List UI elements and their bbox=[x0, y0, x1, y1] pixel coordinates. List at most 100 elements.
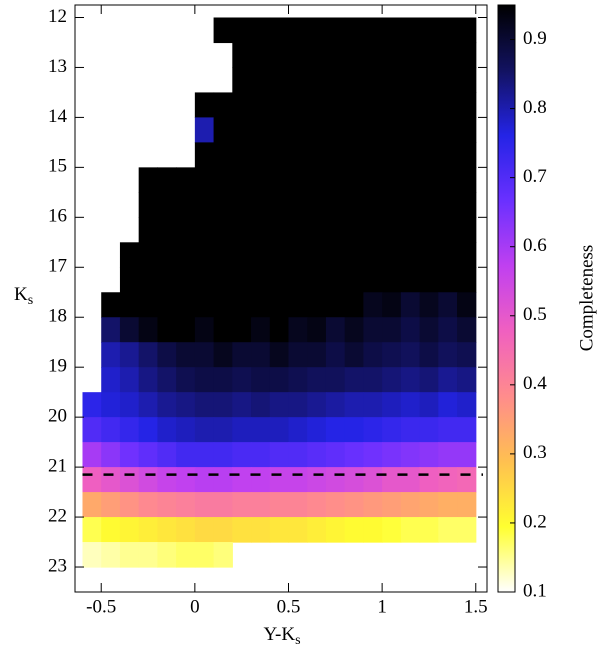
cell bbox=[382, 367, 402, 393]
cell bbox=[438, 67, 458, 94]
cell bbox=[363, 342, 383, 368]
cell bbox=[288, 442, 308, 468]
cell bbox=[82, 417, 102, 443]
cell bbox=[176, 217, 196, 243]
cell bbox=[382, 467, 402, 493]
cell bbox=[138, 517, 158, 543]
x-tick-label: 1 bbox=[377, 596, 387, 617]
cell bbox=[232, 42, 252, 69]
cell bbox=[251, 17, 271, 44]
colorbar-tick-label: 0.8 bbox=[523, 97, 547, 118]
cell bbox=[176, 342, 196, 368]
axes: -0.5 0 0.5 1 1.5 12 13 14 15 16 17 18 19 20 21 22 23 0.1 0… bbox=[48, 4, 547, 617]
cell bbox=[382, 167, 402, 193]
cell bbox=[232, 67, 252, 94]
cell bbox=[82, 392, 102, 418]
cell bbox=[288, 142, 308, 168]
cell bbox=[400, 142, 421, 168]
cell bbox=[307, 467, 327, 493]
cell bbox=[269, 367, 290, 393]
cell bbox=[251, 442, 271, 468]
cell bbox=[288, 392, 308, 418]
cell bbox=[382, 417, 402, 443]
cell bbox=[251, 417, 271, 443]
cell bbox=[400, 192, 421, 218]
cell bbox=[269, 342, 290, 368]
cell bbox=[251, 392, 271, 418]
cell bbox=[438, 367, 458, 393]
cell bbox=[457, 417, 477, 443]
cell bbox=[400, 242, 421, 268]
cell bbox=[457, 517, 477, 543]
cell bbox=[419, 17, 439, 44]
x-label-main: Y-K bbox=[263, 624, 295, 645]
cell bbox=[382, 267, 402, 293]
cell bbox=[82, 542, 102, 568]
cell bbox=[325, 217, 346, 243]
cell bbox=[232, 217, 252, 243]
cell bbox=[138, 342, 158, 368]
cell bbox=[232, 292, 252, 318]
cell bbox=[307, 317, 327, 343]
cell bbox=[400, 167, 421, 193]
cell bbox=[176, 242, 196, 268]
cell bbox=[101, 392, 121, 418]
cell bbox=[194, 317, 215, 343]
cell bbox=[213, 217, 233, 243]
cell bbox=[344, 417, 364, 443]
cell bbox=[325, 392, 346, 418]
cell bbox=[419, 392, 439, 418]
cell bbox=[307, 342, 327, 368]
heatmap bbox=[82, 17, 477, 568]
cell bbox=[325, 242, 346, 268]
cell bbox=[344, 467, 364, 493]
cell bbox=[419, 42, 439, 69]
cell bbox=[382, 492, 402, 518]
cell bbox=[419, 517, 439, 543]
cell bbox=[419, 67, 439, 94]
cell bbox=[457, 192, 477, 218]
cell bbox=[288, 492, 308, 518]
cell bbox=[157, 242, 177, 268]
colorbar-tick-label: 0.4 bbox=[523, 373, 547, 394]
cell bbox=[363, 42, 383, 69]
cell bbox=[101, 342, 121, 368]
cell bbox=[251, 342, 271, 368]
cell bbox=[363, 192, 383, 218]
cell bbox=[157, 392, 177, 418]
cell bbox=[438, 317, 458, 343]
y-tick-label: 21 bbox=[48, 455, 67, 476]
cell bbox=[269, 292, 290, 318]
y-axis-label: Ks bbox=[14, 284, 33, 308]
cell bbox=[400, 392, 421, 418]
cell bbox=[213, 367, 233, 393]
cell bbox=[101, 517, 121, 543]
cell bbox=[213, 292, 233, 318]
cell bbox=[232, 367, 252, 393]
cell bbox=[307, 367, 327, 393]
cell bbox=[344, 442, 364, 468]
cell bbox=[363, 367, 383, 393]
cell bbox=[157, 492, 177, 518]
cell bbox=[419, 117, 439, 143]
y-tick-label: 15 bbox=[48, 156, 67, 177]
cell bbox=[232, 117, 252, 143]
cell bbox=[457, 242, 477, 268]
cell bbox=[194, 342, 215, 368]
y-tick-label: 23 bbox=[48, 555, 67, 576]
cell bbox=[157, 192, 177, 218]
cell bbox=[400, 292, 421, 318]
cell bbox=[213, 267, 233, 293]
cell bbox=[194, 442, 215, 468]
cell bbox=[157, 442, 177, 468]
cell bbox=[438, 242, 458, 268]
cell bbox=[101, 442, 121, 468]
cell bbox=[307, 142, 327, 168]
cell bbox=[307, 517, 327, 543]
cell bbox=[438, 442, 458, 468]
cell bbox=[325, 117, 346, 143]
cell bbox=[438, 292, 458, 318]
cell bbox=[176, 542, 196, 568]
